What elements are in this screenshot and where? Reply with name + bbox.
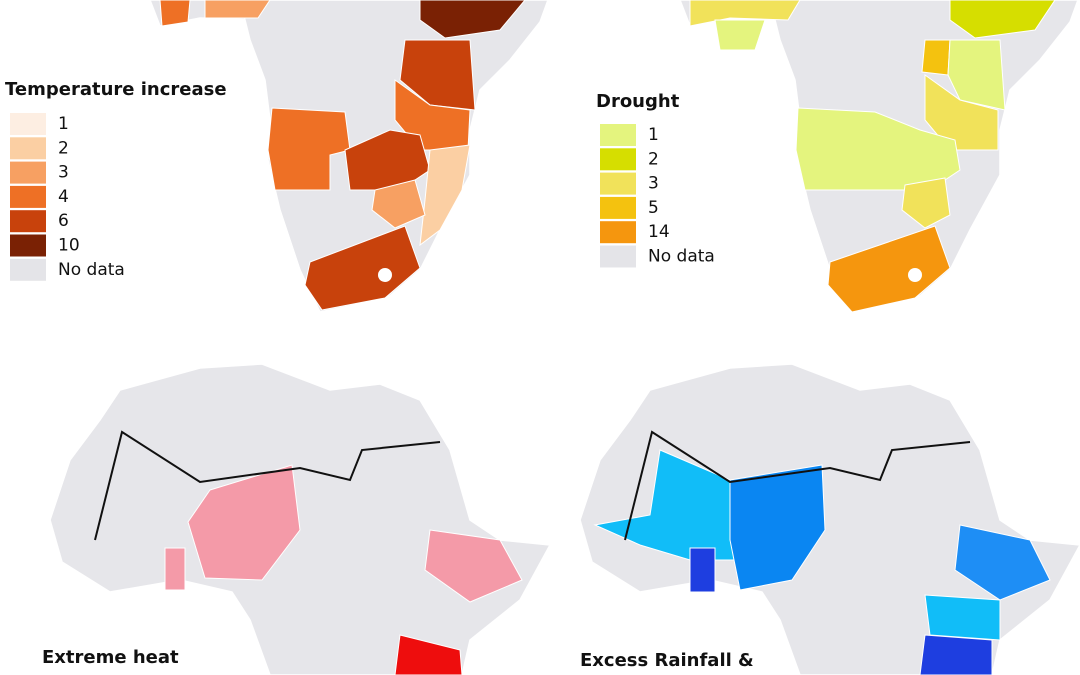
legend-label: 1 <box>58 114 69 134</box>
legend-label: 1 <box>648 125 659 145</box>
legend-swatch <box>600 172 636 195</box>
legend-label: 5 <box>648 198 659 218</box>
legend-title: Drought <box>596 91 680 112</box>
legend-title: Temperature increase <box>5 79 227 100</box>
legend-label: No data <box>648 247 715 267</box>
extreme-heat-map <box>49 363 551 675</box>
legend-swatch <box>10 137 46 160</box>
legend-label: 6 <box>58 211 69 231</box>
legend-swatch <box>10 210 46 233</box>
legend-label: 2 <box>58 138 69 158</box>
legend-swatch <box>600 245 636 268</box>
legend-label: No data <box>58 260 125 280</box>
excess-rainfall-map <box>579 363 1080 675</box>
legend-title: Extreme heat <box>42 647 179 668</box>
legend-swatch <box>10 234 46 257</box>
legend-swatch <box>10 161 46 184</box>
legend-swatch <box>10 113 46 135</box>
legend-label: 14 <box>648 222 670 242</box>
legend-swatch <box>600 124 636 146</box>
legend-label: 10 <box>58 236 80 256</box>
temperature-map <box>149 0 549 313</box>
legend-swatch <box>600 148 636 171</box>
legend-label: 4 <box>58 187 69 207</box>
drought-map <box>679 0 1079 313</box>
legend-label: 2 <box>648 149 659 169</box>
legend-swatch <box>600 221 636 244</box>
legends: Temperature increase Drought Extreme hea… <box>5 79 754 671</box>
legend-swatch <box>10 185 46 208</box>
legend-label: 3 <box>58 163 69 183</box>
legend-title: Excess Rainfall & <box>580 650 754 671</box>
legend-swatch <box>10 258 46 281</box>
legend-label: 3 <box>648 174 659 194</box>
legend-swatch <box>600 196 636 219</box>
